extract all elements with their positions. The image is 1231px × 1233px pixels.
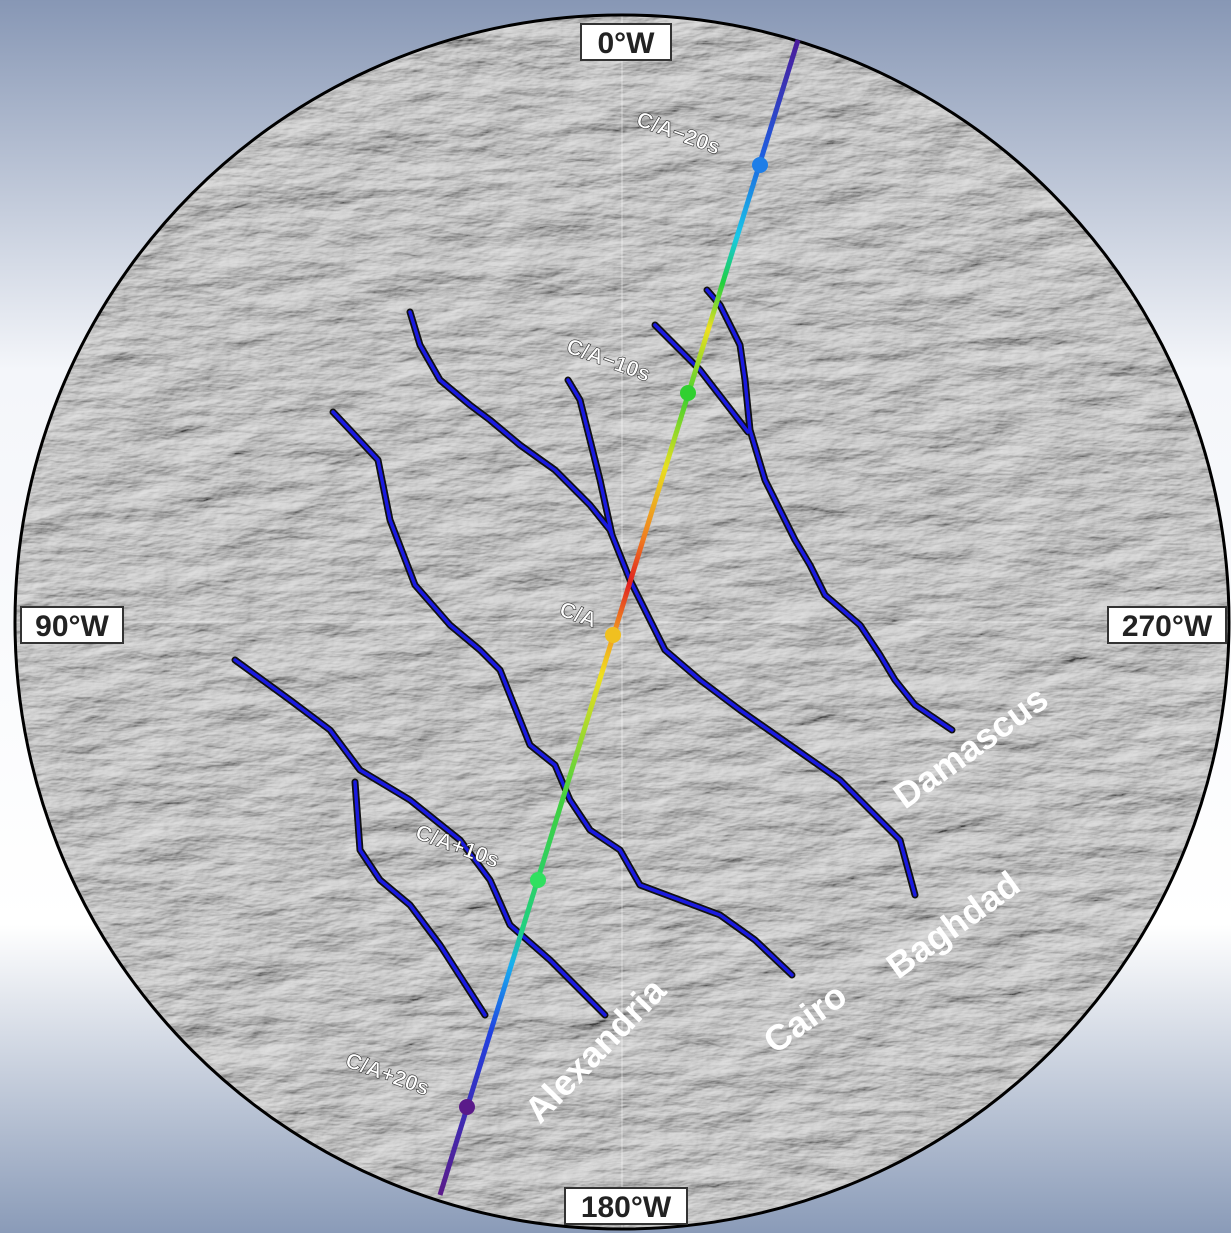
marker-point xyxy=(459,1099,475,1115)
longitude-label: 180°W xyxy=(581,1191,672,1224)
longitude-label: 270°W xyxy=(1122,610,1213,643)
marker-point xyxy=(530,872,546,888)
longitude-label: 0°W xyxy=(598,27,656,60)
longitude-label: 90°W xyxy=(35,610,109,643)
marker-point xyxy=(605,627,621,643)
map: C/A−20s C/A−10s C/A C/A+10s C/A+20s Dama… xyxy=(0,0,1231,1233)
marker-point xyxy=(680,385,696,401)
marker-point xyxy=(752,157,768,173)
